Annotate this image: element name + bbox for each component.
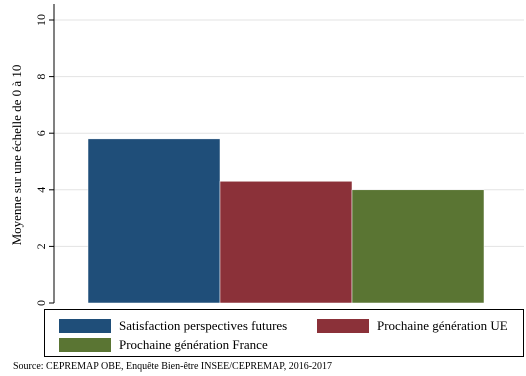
legend-item-france: Prochaine génération France: [59, 336, 268, 354]
y-tick-label: 2: [34, 243, 48, 249]
legend-item-satisfaction: Satisfaction perspectives futures: [59, 317, 287, 335]
chart-source-note: Source: CEPREMAP OBE, Enquête Bien-être …: [13, 361, 333, 372]
legend-swatch-ue: [317, 319, 369, 333]
y-axis-label: Moyenne sur une échelle de 0 à 10: [9, 65, 24, 246]
legend-item-ue: Prochaine génération UE: [317, 317, 508, 335]
legend-swatch-satisfaction: [59, 319, 111, 333]
y-tick-label: 0: [34, 300, 48, 306]
y-tick-label: 6: [34, 130, 48, 136]
chart-plot: 0 2 4 6 8 10 Moyenne sur une échelle de 0 à 1…: [9, 4, 524, 306]
y-tick-label: 4: [34, 187, 48, 193]
bar-2: [219, 181, 353, 304]
y-tick-label: 10: [34, 14, 48, 26]
legend-label-satisfaction: Satisfaction perspectives futures: [119, 318, 288, 333]
legend-label-france: Prochaine génération France: [119, 337, 268, 352]
chart-legend: Satisfaction perspectives futures Procha…: [44, 309, 524, 357]
bar-1: [87, 138, 221, 304]
bar-3: [351, 189, 485, 304]
legend-swatch-france: [59, 338, 111, 352]
y-tick-label: 8: [34, 74, 48, 80]
legend-label-ue: Prochaine génération UE: [377, 318, 508, 333]
